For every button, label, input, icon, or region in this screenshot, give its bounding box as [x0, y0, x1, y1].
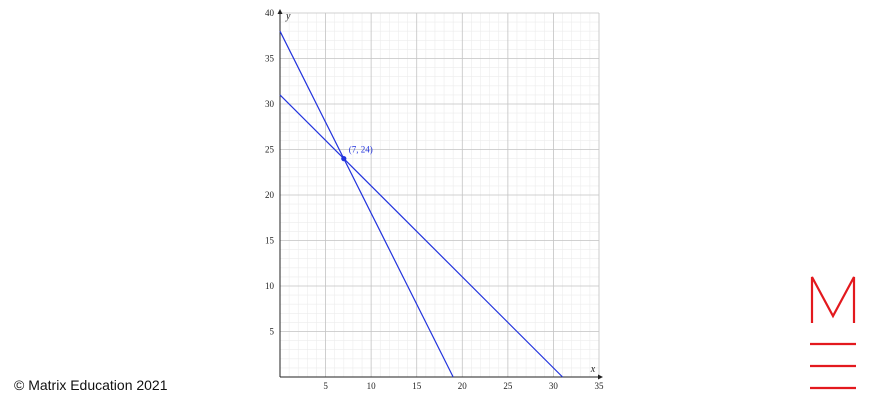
y-tick-label: 15 — [265, 236, 275, 246]
x-tick-label: 5 — [323, 381, 328, 391]
line — [279, 94, 563, 378]
logo-m — [810, 276, 856, 323]
y-arrow — [277, 9, 283, 14]
point-label: (7, 24) — [349, 145, 373, 155]
x-tick-label: 10 — [367, 381, 377, 391]
logo — [810, 276, 856, 390]
y-tick-label: 20 — [265, 190, 275, 200]
x-tick-label: 35 — [595, 381, 605, 391]
y-tick-label: 30 — [265, 99, 275, 109]
y-tick-label: 10 — [265, 281, 275, 291]
x-arrow — [598, 374, 603, 380]
y-axis-label: y — [285, 11, 291, 22]
plot: 5 10 15 20 25 30 35 5 10 15 20 25 30 35 40 x y (7, 24) — [265, 8, 604, 391]
x-tick-label: 20 — [458, 381, 468, 391]
x-tick-label: 15 — [412, 381, 422, 391]
x-axis-label: x — [590, 364, 596, 375]
y-tick-label: 25 — [265, 145, 275, 155]
x-tick-label: 30 — [549, 381, 559, 391]
y-tick-label: 40 — [265, 8, 275, 18]
y-tick-label: 5 — [270, 327, 275, 337]
point — [341, 156, 347, 162]
line — [279, 30, 454, 378]
y-tick-label: 35 — [265, 54, 275, 64]
x-tick-label: 25 — [503, 381, 513, 391]
copyright: © Matrix Education 2021 — [14, 377, 168, 393]
